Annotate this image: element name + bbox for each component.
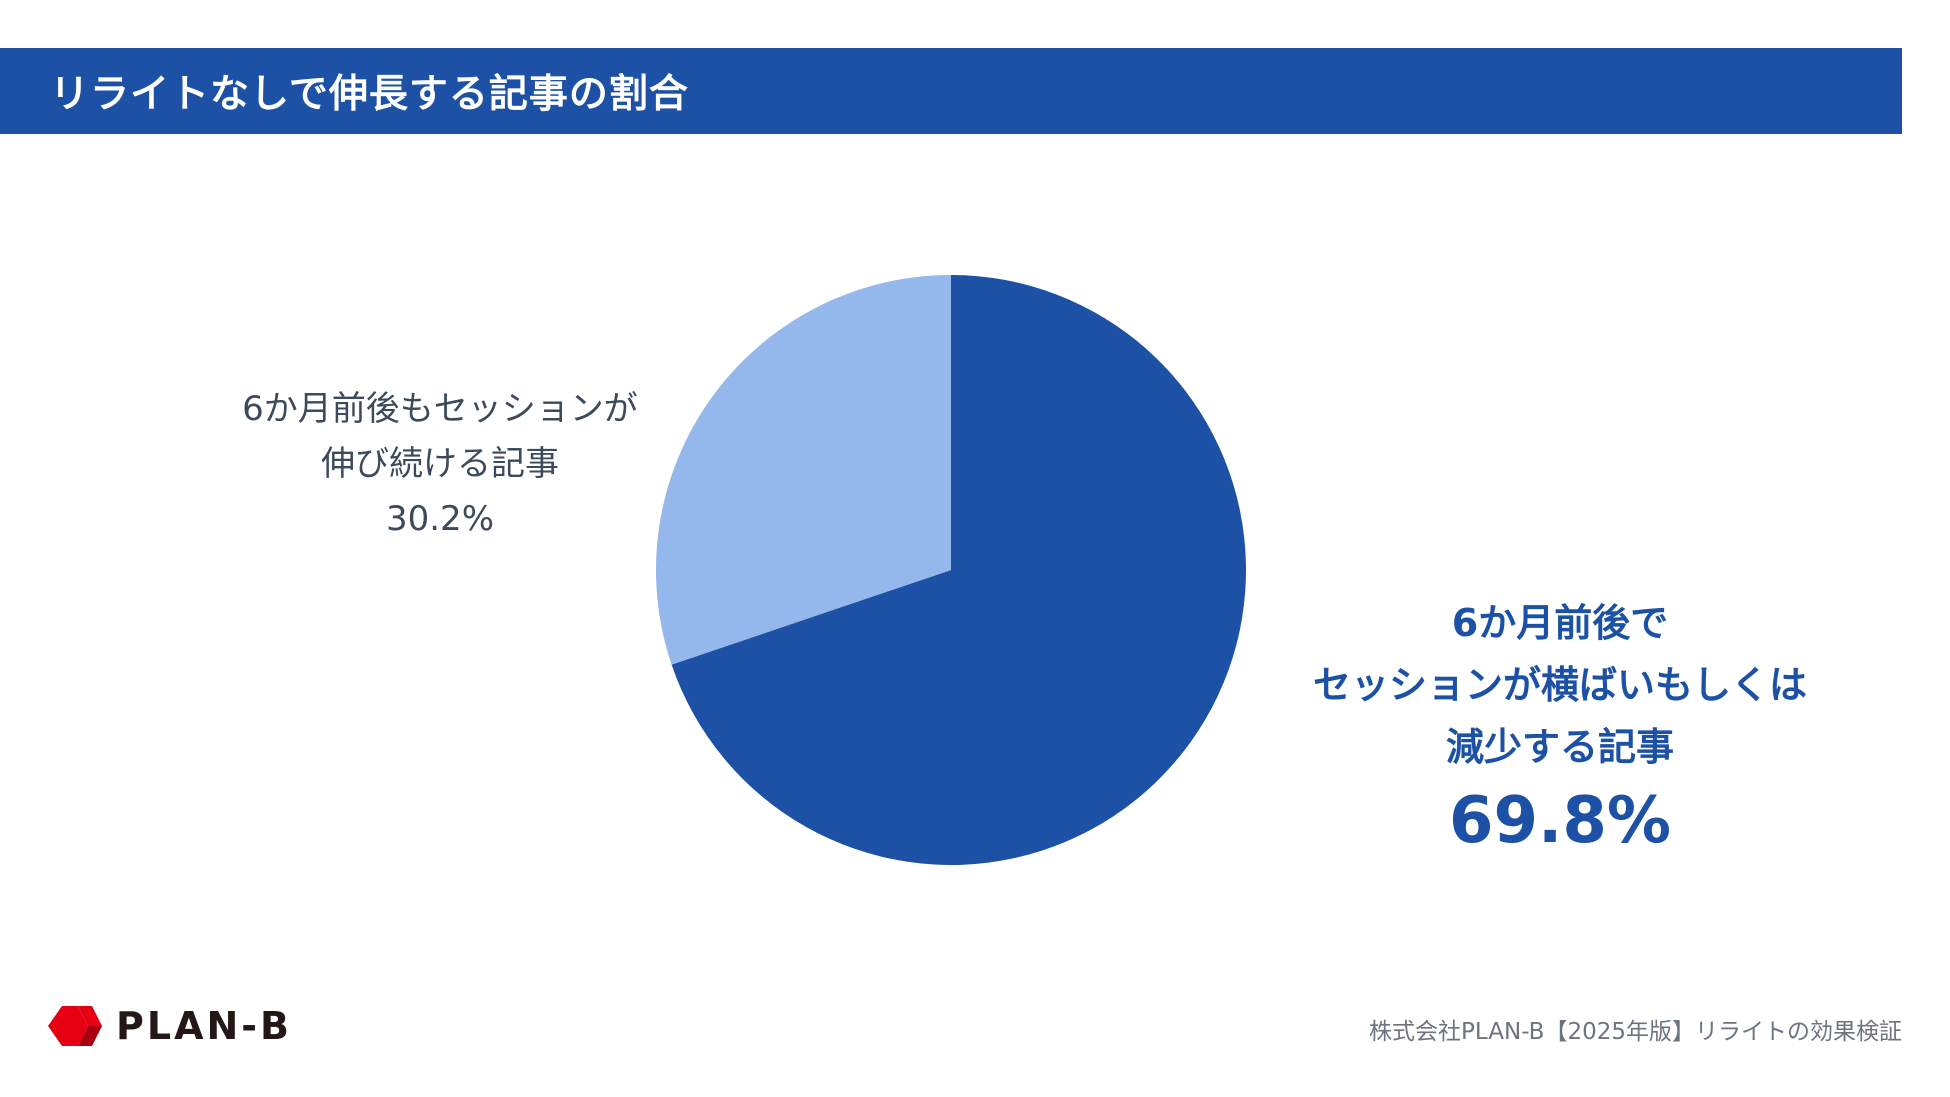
slice-label-growing-line-1: 6か月前後もセッションが: [242, 389, 638, 429]
slice-label-growing: 6か月前後もセッションが 伸び続ける記事 30.2%: [190, 382, 690, 547]
plan-b-logo-mark-icon: [48, 1006, 102, 1046]
chart-title: リライトなしで伸長する記事の割合: [50, 72, 689, 117]
slice-label-flat-line-2: セッションが横ばいもしくは: [1312, 663, 1807, 707]
slice-value-flat-or-declining: 69.8%: [1448, 784, 1672, 858]
pie-slice-growing: [656, 275, 951, 665]
footer-source: 株式会社PLAN-B【2025年版】リライトの効果検証: [1369, 1019, 1902, 1045]
slice-label-flat-or-declining: 6か月前後で セッションが横ばいもしくは 減少する記事 69.8%: [1260, 592, 1860, 862]
slice-value-growing: 30.2%: [385, 499, 494, 539]
slice-label-flat-line-1: 6か月前後で: [1451, 601, 1669, 645]
plan-b-logo: PLAN-B: [48, 1004, 292, 1048]
plan-b-logo-text: PLAN-B: [116, 1004, 293, 1048]
title-bar: リライトなしで伸長する記事の割合: [0, 48, 1902, 134]
slice-label-flat-line-3: 減少する記事: [1445, 725, 1674, 769]
slice-label-growing-line-2: 伸び続ける記事: [321, 444, 559, 484]
pie-slice-flat-or-declining: [671, 275, 1247, 865]
